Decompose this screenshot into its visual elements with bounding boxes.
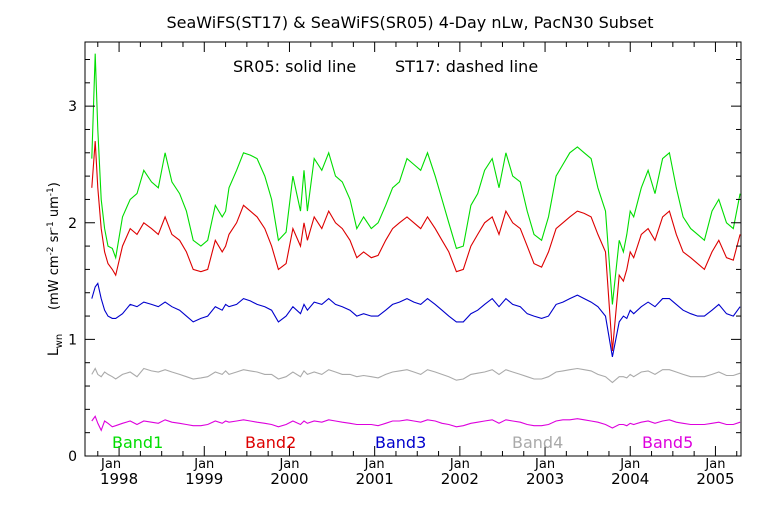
y-tick-label: 2 [68,216,77,232]
legend: Band1 Band2 Band3 Band4 Band5 [112,433,693,452]
x-tick-month-label: Jan [449,457,470,472]
plot-layer [91,53,741,432]
legend-label-band2: Band2 [245,433,296,452]
x-tick-year-label: 2004 [611,470,649,488]
x-tick-month-label: Jan [100,457,121,472]
legend-label-band1: Band1 [112,433,163,452]
y-label-units-part: um [47,196,62,221]
series-line-band5 [91,415,741,432]
x-tick-year-label: 2000 [270,470,308,488]
series-line-band2 [91,141,741,352]
y-label-units-part: -1 [46,187,56,196]
plot-frame [84,41,742,457]
axis-layer: 0123Jan1998Jan1999Jan2000Jan2001Jan2002J… [68,42,741,488]
x-tick-year-label: 2002 [441,470,479,488]
x-tick-month-label: Jan [534,457,555,472]
series-line-band4 [91,367,741,384]
x-tick-month-label: Jan [193,457,214,472]
y-axis-label: Lwn (mW cm-2 sr-1 um-1) [46,182,65,356]
solid-line-note: SR05: solid line [233,57,356,76]
y-label-subscript: wn [54,334,65,349]
x-tick-year-label: 2005 [696,470,734,488]
x-tick-month-label: Jan [619,457,640,472]
y-label-units: (mW cm-2 sr-1 um-1) [46,182,62,310]
y-tick-label: 0 [68,449,77,465]
y-label-symbol: L [46,348,62,356]
legend-label-band4: Band4 [512,433,563,452]
x-tick-month-label: Jan [278,457,299,472]
y-label-units-part: sr [47,230,62,247]
y-label-units-part: (mW cm [47,255,62,310]
dashed-line-note: ST17: dashed line [395,57,538,76]
y-label-units-part: -1 [46,221,56,230]
series-line-band1 [91,53,741,305]
x-tick-year-label: 2001 [356,470,394,488]
legend-label-band3: Band3 [375,433,426,452]
y-tick-label: 1 [68,332,77,348]
x-tick-month-label: Jan [704,457,725,472]
x-tick-year-label: 1998 [100,470,138,488]
legend-label-band5: Band5 [642,433,693,452]
y-label-units-part: -2 [46,246,56,255]
svg-text:Lwn: Lwn [46,334,65,356]
y-label-units-part: ) [47,182,62,187]
y-tick-label: 3 [68,99,77,115]
chart-title: SeaWiFS(ST17) & SeaWiFS(SR05) 4-Day nLw,… [166,13,653,32]
x-tick-year-label: 1999 [185,470,223,488]
x-tick-year-label: 2003 [526,470,564,488]
x-tick-month-label: Jan [364,457,385,472]
series-line-band3 [91,282,741,358]
